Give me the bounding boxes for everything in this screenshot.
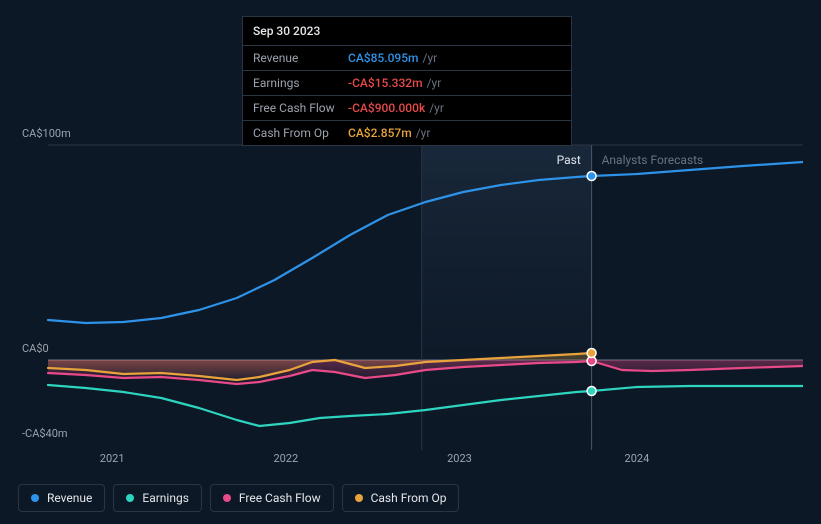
legend-label: Revenue — [47, 491, 92, 505]
tooltip-row-label: Cash From Op — [253, 126, 348, 140]
tooltip: Sep 30 2023 RevenueCA$85.095m/yrEarnings… — [242, 16, 572, 146]
x-axis-label: 2023 — [447, 452, 472, 465]
legend-item[interactable]: Cash From Op — [342, 484, 460, 512]
legend-label: Earnings — [142, 491, 189, 505]
chart-area[interactable]: CA$100m CA$0 -CA$40m 2021 2022 2023 2024 Past An… — [18, 130, 803, 470]
legend-dot — [223, 494, 231, 502]
tooltip-row-suffix: /yr — [427, 76, 442, 90]
legend-dot — [31, 494, 39, 502]
tooltip-row-label: Earnings — [253, 76, 348, 90]
tooltip-row-value: -CA$900.000k — [348, 101, 425, 115]
tooltip-row-label: Free Cash Flow — [253, 101, 348, 115]
forecast-label: Analysts Forecasts — [602, 153, 704, 167]
tooltip-row-value: CA$2.857m — [348, 126, 412, 140]
y-axis-label: CA$0 — [22, 342, 49, 355]
tooltip-date: Sep 30 2023 — [243, 17, 571, 46]
legend-dot — [355, 494, 363, 502]
tooltip-row-suffix: /yr — [429, 101, 444, 115]
tooltip-row: RevenueCA$85.095m/yr — [243, 46, 571, 71]
tooltip-row-suffix: /yr — [416, 126, 431, 140]
tooltip-row-suffix: /yr — [423, 51, 438, 65]
tooltip-row-value: -CA$15.332m — [348, 76, 423, 90]
tooltip-row-label: Revenue — [253, 51, 348, 65]
y-axis-label: CA$100m — [22, 127, 71, 140]
x-axis-label: 2022 — [273, 452, 298, 465]
legend: Revenue Earnings Free Cash Flow Cash From O… — [18, 484, 459, 512]
chart-svg — [18, 130, 803, 470]
tooltip-row-value: CA$85.095m — [348, 51, 419, 65]
past-label: Past — [557, 153, 581, 167]
legend-item[interactable]: Earnings — [113, 484, 202, 512]
x-axis-label: 2021 — [100, 452, 125, 465]
tooltip-row: Cash From OpCA$2.857m/yr — [243, 121, 571, 145]
legend-item[interactable]: Revenue — [18, 484, 105, 512]
legend-label: Free Cash Flow — [239, 491, 321, 505]
y-axis-label: -CA$40m — [22, 427, 68, 440]
legend-dot — [126, 494, 134, 502]
legend-item[interactable]: Free Cash Flow — [210, 484, 334, 512]
x-axis-label: 2024 — [625, 452, 650, 465]
legend-label: Cash From Op — [371, 491, 447, 505]
tooltip-row: Free Cash Flow-CA$900.000k/yr — [243, 96, 571, 121]
tooltip-row: Earnings-CA$15.332m/yr — [243, 71, 571, 96]
